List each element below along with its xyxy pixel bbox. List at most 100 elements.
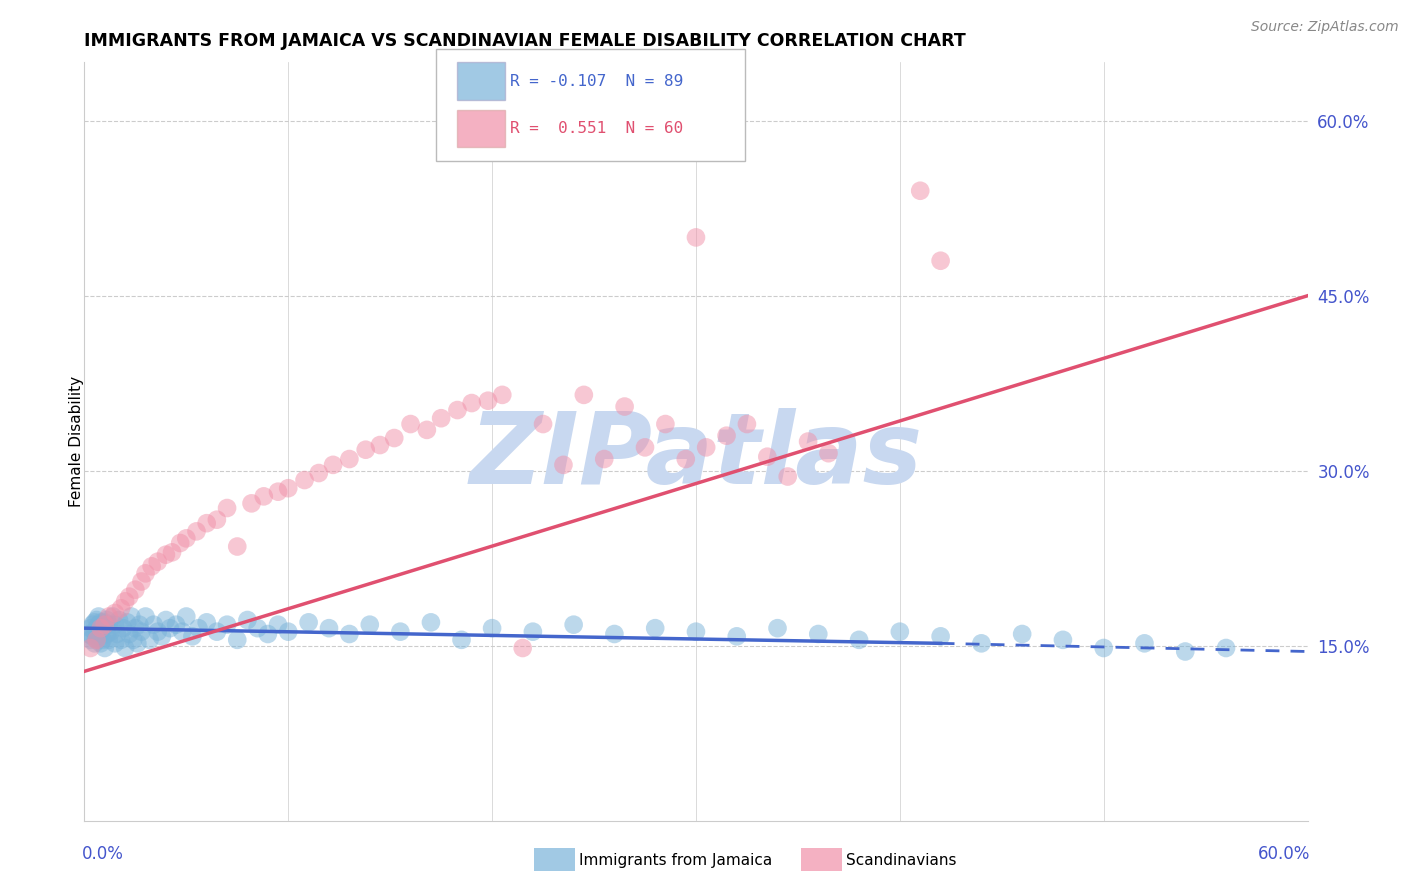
Point [735, 417, 758, 431]
Point [159, 621, 181, 635]
Point [131, 624, 153, 639]
Point [131, 574, 153, 589]
Text: R =  0.551  N = 60: R = 0.551 N = 60 [510, 121, 683, 136]
Point [124, 582, 146, 597]
Point [155, 613, 177, 627]
Point [339, 452, 361, 467]
Point [93, 617, 115, 632]
Point [322, 458, 344, 472]
Point [1215, 640, 1237, 655]
Text: IMMIGRANTS FROM JAMAICA VS SCANDINAVIAN FEMALE DISABILITY CORRELATION CHART: IMMIGRANTS FROM JAMAICA VS SCANDINAVIAN … [84, 32, 966, 50]
Point [368, 438, 391, 452]
Point [82, 617, 104, 632]
Point [226, 632, 249, 647]
Point [246, 621, 269, 635]
Point [87, 609, 110, 624]
Point [90, 621, 112, 635]
Point [160, 545, 183, 559]
Point [135, 609, 157, 624]
Point [118, 590, 141, 604]
Point [97, 609, 120, 624]
Text: ZIPatlas: ZIPatlas [470, 409, 922, 505]
Point [79, 621, 101, 635]
Point [122, 632, 145, 647]
Point [522, 624, 544, 639]
Point [195, 615, 218, 630]
Point [889, 624, 911, 639]
Point [112, 621, 135, 635]
Point [114, 640, 136, 655]
Point [110, 632, 132, 647]
Text: Scandinavians: Scandinavians [846, 854, 957, 868]
Point [87, 617, 110, 632]
Point [929, 253, 952, 268]
Point [461, 396, 484, 410]
Point [115, 615, 138, 630]
Point [174, 532, 197, 546]
Point [318, 621, 340, 635]
Point [236, 613, 259, 627]
Point [128, 617, 150, 632]
Point [277, 624, 299, 639]
Point [165, 617, 187, 632]
Point [108, 613, 131, 627]
Point [430, 411, 453, 425]
Point [155, 548, 177, 562]
Point [797, 434, 820, 449]
Point [382, 431, 405, 445]
Point [531, 417, 554, 431]
Point [572, 388, 595, 402]
Point [186, 524, 208, 539]
Point [654, 417, 676, 431]
Point [105, 627, 128, 641]
Point [685, 230, 707, 244]
Point [82, 629, 104, 643]
Point [644, 621, 666, 635]
Point [86, 632, 108, 647]
Point [93, 640, 115, 655]
Point [120, 609, 142, 624]
Point [100, 624, 122, 639]
Point [97, 617, 120, 632]
Point [675, 452, 697, 467]
Point [725, 629, 748, 643]
Point [86, 613, 108, 627]
Point [1092, 640, 1115, 655]
Point [169, 536, 191, 550]
Point [110, 601, 132, 615]
Point [124, 621, 146, 635]
Point [141, 559, 163, 574]
Point [226, 540, 249, 554]
Point [79, 640, 101, 655]
Point [634, 441, 657, 455]
Point [83, 636, 105, 650]
Point [716, 428, 738, 442]
Point [90, 636, 112, 650]
Point [90, 615, 112, 630]
Text: R = -0.107  N = 89: R = -0.107 N = 89 [510, 74, 683, 88]
Point [91, 621, 114, 635]
Point [195, 516, 218, 531]
Point [267, 617, 290, 632]
Point [77, 627, 100, 641]
Point [613, 400, 636, 414]
Text: Immigrants from Jamaica: Immigrants from Jamaica [579, 854, 772, 868]
Point [217, 501, 239, 516]
Text: 0.0%: 0.0% [82, 845, 124, 863]
Point [354, 442, 377, 457]
Point [104, 617, 127, 632]
Point [298, 615, 321, 630]
Text: Source: ZipAtlas.com: Source: ZipAtlas.com [1251, 20, 1399, 34]
Point [399, 417, 422, 431]
Point [118, 627, 141, 641]
Point [553, 458, 575, 472]
Point [277, 481, 299, 495]
Point [146, 555, 169, 569]
Point [848, 632, 870, 647]
Point [685, 624, 707, 639]
Point [593, 452, 616, 467]
Point [142, 617, 165, 632]
Point [172, 624, 194, 639]
Point [359, 617, 381, 632]
Point [929, 629, 952, 643]
